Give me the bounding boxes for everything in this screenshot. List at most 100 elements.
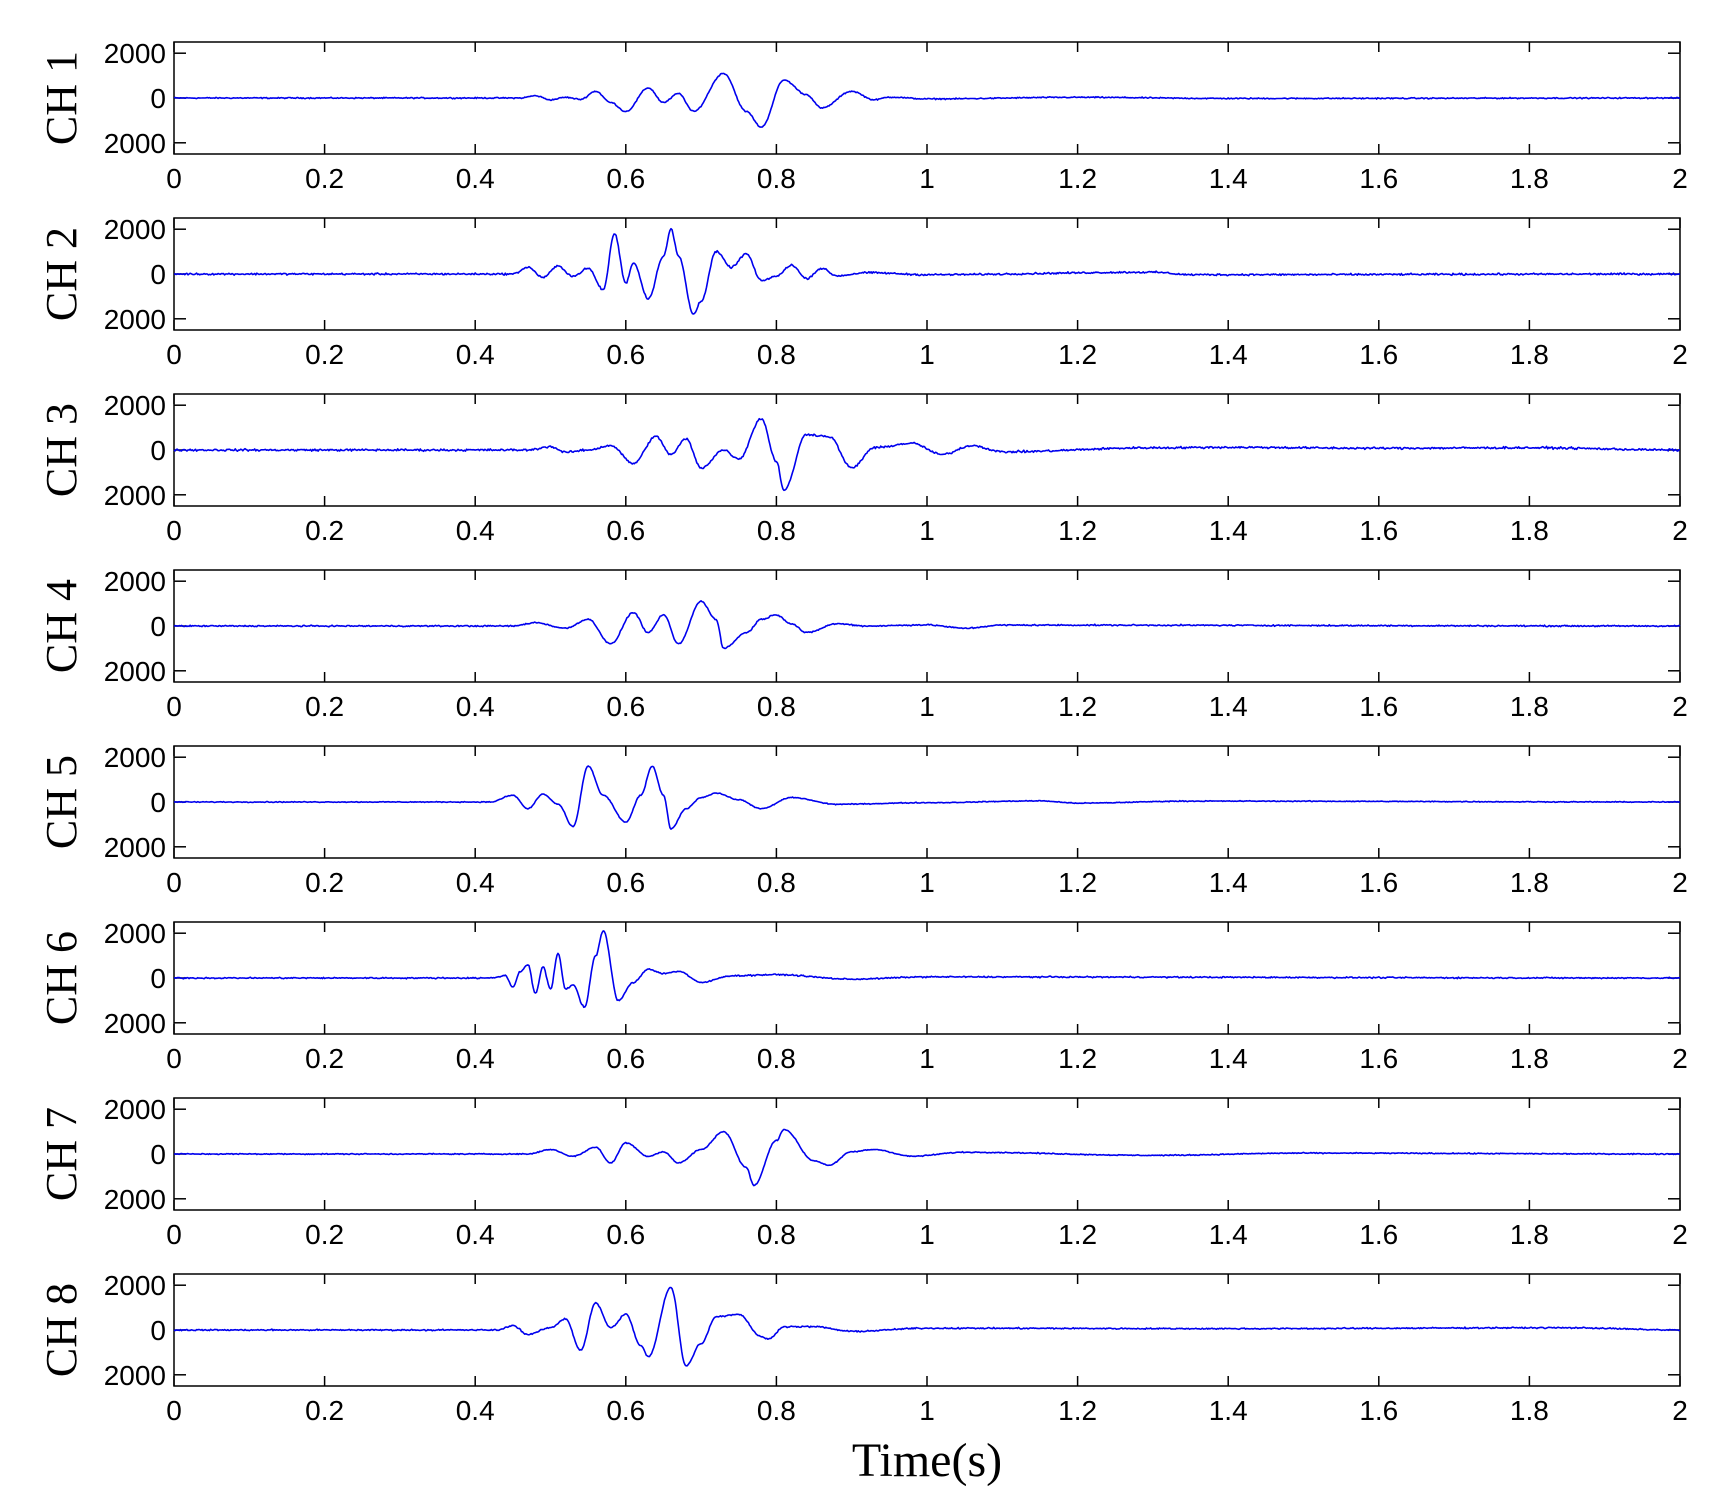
y-tick-label: 0 xyxy=(150,1139,166,1170)
x-tick-label: 0.8 xyxy=(757,1219,796,1250)
x-tick-label: 1.6 xyxy=(1359,1043,1398,1074)
x-tick-label: 1.2 xyxy=(1058,691,1097,722)
x-tick-label: 0.2 xyxy=(305,1395,344,1426)
x-tick-label: 1.6 xyxy=(1359,339,1398,370)
y-tick-label: 2000 xyxy=(104,1184,166,1215)
x-tick-label: 0.6 xyxy=(606,1395,645,1426)
x-tick-label: 1.8 xyxy=(1510,867,1549,898)
x-tick-label: 0.6 xyxy=(606,339,645,370)
x-tick-label: 1.8 xyxy=(1510,163,1549,194)
x-tick-label: 1.4 xyxy=(1209,1219,1248,1250)
x-tick-label: 1.8 xyxy=(1510,1043,1549,1074)
x-tick-label: 1 xyxy=(919,1219,935,1250)
y-tick-label: 0 xyxy=(150,1315,166,1346)
x-tick-label: 1 xyxy=(919,1043,935,1074)
y-tick-label: 2000 xyxy=(104,1360,166,1391)
x-tick-label: 0.4 xyxy=(456,1219,495,1250)
x-tick-label: 1.6 xyxy=(1359,867,1398,898)
x-tick-label: 0.4 xyxy=(456,867,495,898)
x-tick-label: 1.4 xyxy=(1209,1043,1248,1074)
waveform-line-ch6 xyxy=(173,930,1681,1009)
channel-label: CH 6 xyxy=(37,931,86,1025)
channel-label: CH 5 xyxy=(37,755,86,849)
y-tick-label: 0 xyxy=(150,435,166,466)
x-tick-label: 0.2 xyxy=(305,339,344,370)
x-tick-label: 1.8 xyxy=(1510,691,1549,722)
x-tick-label: 0.8 xyxy=(757,1395,796,1426)
x-tick-label: 0 xyxy=(166,163,182,194)
x-tick-label: 0.8 xyxy=(757,339,796,370)
x-tick-label: 1 xyxy=(919,163,935,194)
x-tick-label: 0.6 xyxy=(606,515,645,546)
y-tick-label: 2000 xyxy=(104,214,166,245)
x-tick-label: 0.4 xyxy=(456,339,495,370)
x-tick-label: 2 xyxy=(1672,691,1688,722)
x-axis-title: Time(s) xyxy=(852,1434,1002,1487)
y-tick-label: 2000 xyxy=(104,480,166,511)
x-tick-label: 0 xyxy=(166,1219,182,1250)
x-tick-label: 0.2 xyxy=(305,1219,344,1250)
y-tick-label: 2000 xyxy=(104,390,166,421)
x-tick-label: 0 xyxy=(166,515,182,546)
waveform-line-ch8 xyxy=(173,1286,1681,1367)
x-tick-label: 1 xyxy=(919,515,935,546)
y-tick-label: 2000 xyxy=(104,832,166,863)
x-tick-label: 0 xyxy=(166,691,182,722)
x-tick-label: 0.8 xyxy=(757,163,796,194)
x-tick-label: 1.2 xyxy=(1058,163,1097,194)
y-tick-label: 2000 xyxy=(104,742,166,773)
y-tick-label: 2000 xyxy=(104,918,166,949)
x-tick-label: 1.4 xyxy=(1209,1395,1248,1426)
x-tick-label: 0.8 xyxy=(757,1043,796,1074)
x-tick-label: 2 xyxy=(1672,1043,1688,1074)
x-tick-label: 0.4 xyxy=(456,1395,495,1426)
channel-label: CH 2 xyxy=(37,227,86,321)
x-tick-label: 1.4 xyxy=(1209,867,1248,898)
x-tick-label: 0 xyxy=(166,339,182,370)
x-tick-label: 1.2 xyxy=(1058,1219,1097,1250)
x-tick-label: 0.8 xyxy=(757,691,796,722)
x-tick-label: 1.6 xyxy=(1359,1395,1398,1426)
x-tick-label: 0.6 xyxy=(606,1219,645,1250)
y-tick-label: 0 xyxy=(150,787,166,818)
x-tick-label: 1.4 xyxy=(1209,691,1248,722)
x-tick-label: 1.2 xyxy=(1058,515,1097,546)
waveform-line-ch2 xyxy=(173,227,1681,315)
x-tick-label: 0.4 xyxy=(456,515,495,546)
x-tick-label: 0.2 xyxy=(305,691,344,722)
x-tick-label: 1 xyxy=(919,867,935,898)
x-tick-label: 1.6 xyxy=(1359,163,1398,194)
x-tick-label: 0.2 xyxy=(305,515,344,546)
x-tick-label: 1.2 xyxy=(1058,1043,1097,1074)
x-tick-label: 2 xyxy=(1672,1395,1688,1426)
x-tick-label: 1.8 xyxy=(1510,515,1549,546)
y-tick-label: 0 xyxy=(150,83,166,114)
x-tick-label: 1 xyxy=(919,691,935,722)
x-tick-label: 0.2 xyxy=(305,1043,344,1074)
x-tick-label: 1.6 xyxy=(1359,515,1398,546)
x-tick-label: 2 xyxy=(1672,1219,1688,1250)
x-tick-label: 1.6 xyxy=(1359,1219,1398,1250)
x-tick-label: 0.4 xyxy=(456,1043,495,1074)
x-tick-label: 0 xyxy=(166,1395,182,1426)
x-tick-label: 0.6 xyxy=(606,163,645,194)
x-tick-label: 0.4 xyxy=(456,691,495,722)
y-tick-label: 2000 xyxy=(104,1094,166,1125)
x-tick-label: 2 xyxy=(1672,339,1688,370)
waveform-line-ch1 xyxy=(173,72,1681,128)
x-tick-label: 1.8 xyxy=(1510,1395,1549,1426)
x-tick-label: 1.6 xyxy=(1359,691,1398,722)
y-tick-label: 2000 xyxy=(104,38,166,69)
x-tick-label: 1.4 xyxy=(1209,515,1248,546)
y-tick-label: 0 xyxy=(150,611,166,642)
x-tick-label: 0.2 xyxy=(305,163,344,194)
y-tick-label: 2000 xyxy=(104,566,166,597)
y-tick-label: 0 xyxy=(150,963,166,994)
x-tick-label: 0.8 xyxy=(757,867,796,898)
channel-label: CH 8 xyxy=(37,1283,86,1377)
channel-label: CH 1 xyxy=(37,51,86,145)
x-tick-label: 1.2 xyxy=(1058,867,1097,898)
x-tick-label: 1.2 xyxy=(1058,339,1097,370)
